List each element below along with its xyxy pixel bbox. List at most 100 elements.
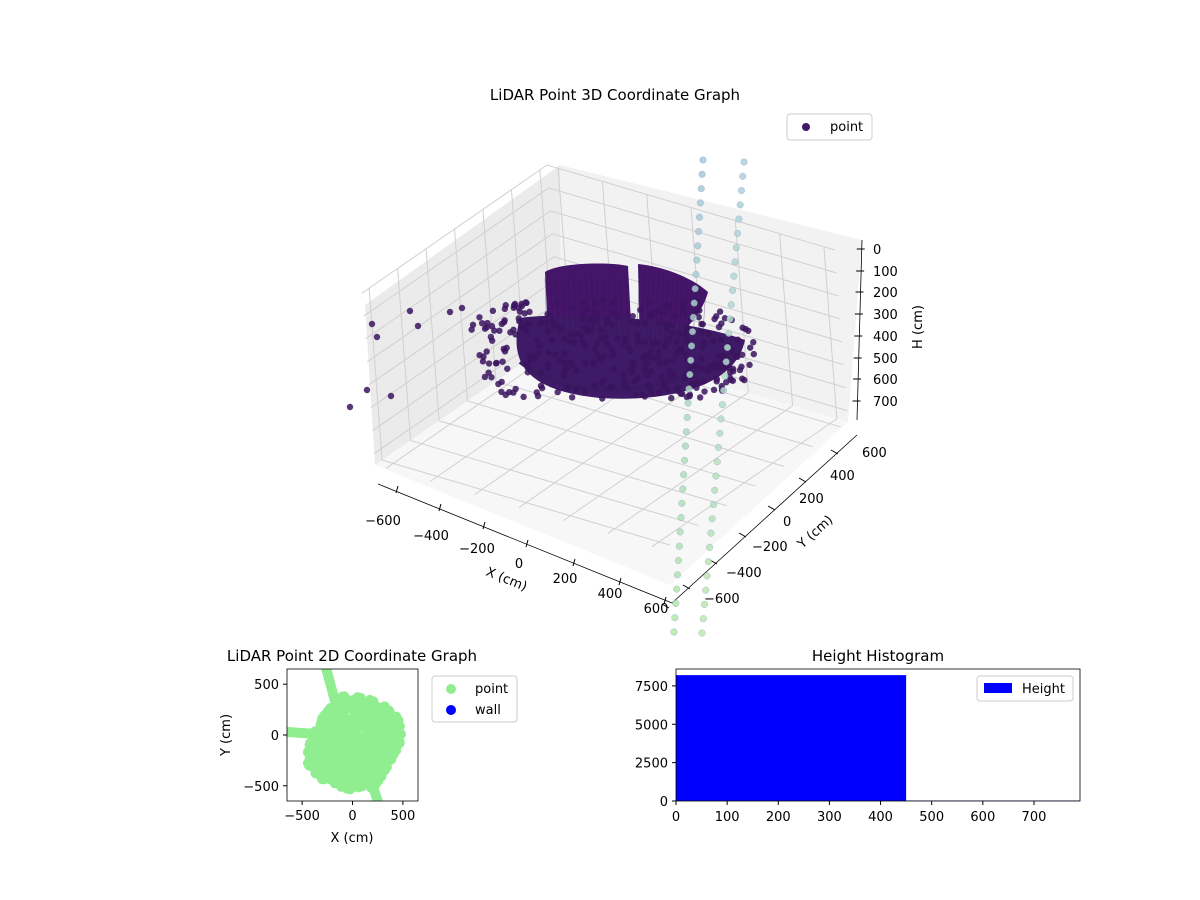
z-tick-label: 500 [873, 352, 898, 367]
fan-ray [645, 269, 650, 349]
cloud-point [561, 335, 568, 343]
cloud-point [548, 337, 556, 344]
cloud-point [634, 319, 642, 327]
x-tick-label: 0 [515, 557, 523, 572]
y-tick-mark [738, 532, 747, 538]
cloud-point [734, 353, 741, 361]
cloud-point [501, 305, 509, 313]
cloud-point [668, 394, 675, 402]
cloud-point [523, 327, 530, 335]
cloud-point [530, 354, 538, 362]
pole-point-right [740, 158, 748, 166]
cloud-point [594, 351, 601, 359]
outlier-point [387, 392, 395, 400]
pole-point-left [690, 299, 698, 307]
fan-ray [573, 275, 577, 336]
cloud-point [545, 364, 552, 371]
cloud-point [676, 348, 683, 355]
pole-point-left [698, 170, 706, 178]
cloud-point [557, 325, 564, 333]
scatter-point [351, 718, 362, 729]
cloud-point [565, 337, 573, 344]
fan-ray [585, 273, 588, 336]
cloud-point [661, 301, 668, 308]
y-axis-label: Y (cm) [794, 513, 836, 553]
x-tick-label: −200 [459, 542, 495, 557]
cloud-point [677, 390, 684, 397]
cloud-point [715, 323, 723, 331]
y-tick-label: 400 [830, 469, 855, 484]
cloud-point [500, 318, 508, 326]
cloud-point [705, 330, 712, 337]
cloud-point [680, 299, 688, 306]
cloud-point [670, 371, 678, 379]
cloud-point [634, 331, 641, 339]
y-tick-label: 0 [660, 795, 668, 810]
cloud-point [569, 362, 577, 369]
y-axis-line [671, 434, 858, 604]
grid-left-y-0 [368, 288, 383, 461]
x-tick-mark [618, 577, 622, 586]
z-tick-label: 400 [873, 330, 898, 345]
cloud-point [489, 307, 497, 315]
y-tick-label: 600 [862, 446, 887, 461]
pole-point-right [699, 615, 707, 623]
pole-point-right [711, 486, 719, 494]
pole-point-left [681, 456, 689, 464]
cloud-point [485, 369, 492, 376]
cloud-point [669, 329, 677, 336]
cloud-point [551, 322, 558, 329]
cloud-point [643, 368, 650, 376]
cloud-point [499, 358, 506, 365]
cloud-point [646, 353, 653, 360]
cloud-point [722, 379, 730, 386]
cloud-point [580, 309, 587, 316]
outlier-point [414, 322, 422, 330]
grid-floor-y-3 [467, 400, 756, 487]
cloud-point [512, 331, 519, 338]
cloud-point [496, 327, 503, 334]
cloud-point [746, 361, 753, 369]
cloud-point [646, 312, 654, 319]
cloud-point [561, 368, 568, 375]
scatter-point [370, 706, 381, 717]
x-tick-label: 500 [390, 809, 415, 824]
cloud-point [598, 380, 605, 387]
scatter-point [326, 735, 337, 746]
pole-point-right [721, 372, 729, 380]
legend-2d-label-wall: wall [475, 703, 501, 718]
cloud-point [610, 351, 617, 358]
cloud-point [533, 337, 541, 344]
cloud-point [632, 391, 639, 399]
chart-2d-title: LiDAR Point 2D Coordinate Graph [227, 647, 477, 665]
cloud-point [481, 325, 489, 332]
cloud-point [536, 321, 543, 328]
cloud-point [545, 349, 553, 356]
pole-point-right [715, 443, 723, 451]
cloud-point [655, 354, 662, 361]
scatter-point [335, 743, 346, 754]
cloud-point [635, 337, 642, 344]
cloud-point [639, 354, 647, 362]
cloud-point [750, 350, 758, 358]
cloud-point [524, 369, 531, 376]
cloud-point [554, 299, 561, 307]
cloud-point [713, 313, 720, 320]
legend-3d-marker-point [802, 123, 810, 131]
cloud-point [700, 378, 707, 385]
fan-ray [678, 282, 683, 349]
cloud-point [699, 343, 706, 350]
cloud-point [622, 382, 630, 390]
cloud-point [594, 340, 601, 347]
grid-left-y-1 [397, 268, 412, 441]
pole-point-left [688, 342, 696, 350]
x-tick-label: 100 [715, 810, 740, 825]
pole-point-right [722, 358, 730, 366]
pole-point-right [701, 600, 709, 608]
fan-ray [701, 291, 707, 349]
outlier-point [446, 308, 454, 316]
pole-point-left [696, 199, 704, 207]
x-tick-mark [525, 539, 529, 548]
pane-floor [375, 337, 848, 585]
y-tick-label: −200 [752, 540, 788, 555]
